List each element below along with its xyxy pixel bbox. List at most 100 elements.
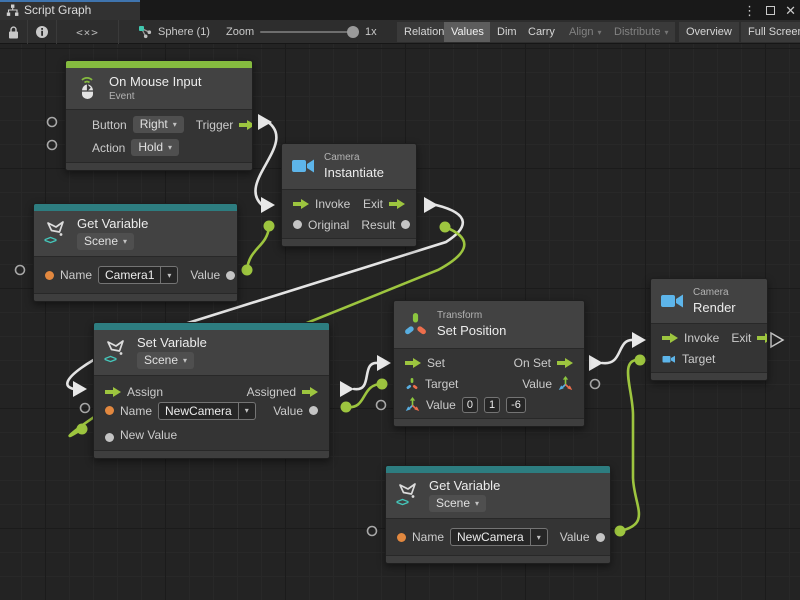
node-footer <box>66 162 252 170</box>
action-row: Action Hold ▾ <box>66 136 252 159</box>
invoke-label: Invoke <box>315 196 351 211</box>
variable-icon: <> <box>102 339 129 366</box>
target-label: Target <box>425 376 459 391</box>
chevron-down-icon[interactable]: ▾ <box>238 401 256 420</box>
value-port[interactable] <box>309 406 318 415</box>
flow-arrow-icon[interactable] <box>662 332 678 343</box>
flow-arrow-icon[interactable] <box>757 332 767 343</box>
string-port[interactable] <box>105 406 114 415</box>
button-dropdown[interactable]: Right ▾ <box>132 116 184 133</box>
chevron-down-icon: ▾ <box>664 27 669 37</box>
svg-text:<>: <> <box>104 352 117 366</box>
node-title: Set Variable <box>137 335 207 350</box>
svg-text:<>: <> <box>44 233 57 247</box>
variable-name-field[interactable]: Camera1 ▾ <box>98 266 179 284</box>
graph-tab-icon <box>6 4 19 16</box>
overview-button[interactable]: Overview <box>679 22 739 42</box>
mouse-icon <box>74 75 101 102</box>
node-get-variable-camera1[interactable]: <> Get Variable Scene ▾ Name Camera1 ▾ Va… <box>33 203 238 302</box>
variable-name-field[interactable]: NewCamera ▾ <box>450 528 548 546</box>
node-transform-set-position[interactable]: Transform Set Position Set On Set <box>393 300 585 427</box>
chevron-down-icon: ▾ <box>172 119 177 129</box>
flow-arrow-icon[interactable] <box>302 386 318 397</box>
chevron-down-icon[interactable]: ▾ <box>530 528 548 546</box>
variable-icon: <> <box>42 220 69 247</box>
graph-pointer-icon <box>139 26 152 39</box>
svg-text:<>: <> <box>396 495 409 509</box>
distribute-button[interactable]: Distribute ▾ <box>607 22 676 42</box>
node-footer <box>34 293 237 301</box>
node-set-variable[interactable]: <> Set Variable Scene ▾ Assign Assigned <box>93 322 330 459</box>
name-label: Name <box>412 530 445 544</box>
vector-x-field[interactable]: 0 <box>461 396 478 413</box>
window-maximize-icon[interactable] <box>766 5 776 15</box>
relations-button[interactable]: Relations <box>397 22 457 42</box>
vector3-icon[interactable] <box>405 397 420 412</box>
flow-arrow-icon[interactable] <box>293 198 309 209</box>
value-port[interactable] <box>293 220 302 229</box>
node-get-variable-newcamera[interactable]: <> Get Variable Scene ▾ Name NewCamera ▾ … <box>385 465 611 564</box>
align-button[interactable]: Align ▾ <box>562 22 609 42</box>
chevron-down-icon: ▾ <box>597 27 602 37</box>
value-out-label: Value <box>522 376 552 391</box>
action-dropdown[interactable]: Hold ▾ <box>131 139 180 156</box>
zoom-label: Zoom <box>226 26 255 38</box>
chevron-down-icon[interactable]: ▾ <box>161 266 179 284</box>
vector3-icon[interactable] <box>558 376 573 391</box>
name-label: Name <box>60 268 93 282</box>
target-label: Target <box>682 351 716 366</box>
graph-context-button[interactable]: Sphere (1) <box>135 20 213 44</box>
lock-button[interactable] <box>0 20 28 44</box>
chevron-down-icon: ▾ <box>168 142 173 152</box>
chevron-down-icon: ▾ <box>183 355 188 365</box>
onset-label: On Set <box>513 355 551 370</box>
dim-button[interactable]: Dim <box>490 22 524 42</box>
zoom-slider-handle[interactable] <box>347 26 359 38</box>
camera-mini-icon[interactable] <box>662 352 676 366</box>
variable-name-field[interactable]: NewCamera ▾ <box>158 401 256 420</box>
flow-arrow-icon[interactable] <box>105 386 121 397</box>
values-button[interactable]: Values <box>444 22 491 42</box>
value-port[interactable] <box>105 433 114 442</box>
transform-mini-icon[interactable] <box>405 377 419 391</box>
value-port[interactable] <box>401 220 411 229</box>
tab-script-graph[interactable]: Script Graph <box>0 0 140 20</box>
flow-arrow-icon[interactable] <box>557 357 573 368</box>
event-accent-bar <box>66 61 252 68</box>
fullscreen-button[interactable]: Full Screen <box>741 22 800 42</box>
variable-kind-dropdown[interactable]: Scene ▾ <box>429 495 487 512</box>
variable-kind-dropdown[interactable]: Scene ▾ <box>137 352 195 369</box>
flow-arrow-icon[interactable] <box>389 198 405 209</box>
node-on-mouse-input[interactable]: On Mouse Input Event Button Right ▾ Trigg… <box>65 60 253 171</box>
carry-button[interactable]: Carry <box>521 22 562 42</box>
vector-y-field[interactable]: 1 <box>483 396 501 413</box>
flow-arrow-icon[interactable] <box>405 357 421 368</box>
value-label: Value <box>190 268 221 282</box>
target-row: Target <box>651 348 767 369</box>
value-port[interactable] <box>595 532 605 542</box>
value-port[interactable] <box>226 270 236 280</box>
node-subtitle: Event <box>109 91 135 102</box>
window-close-icon[interactable]: ✕ <box>785 2 796 18</box>
trigger-label: Trigger <box>195 117 234 132</box>
node-footer <box>386 555 610 563</box>
node-title: Get Variable <box>77 216 149 231</box>
set-onset-row: Set On Set <box>394 352 584 373</box>
node-footer <box>651 372 767 380</box>
node-footer <box>282 238 416 246</box>
vector-z-field[interactable]: -6 <box>506 396 526 413</box>
flow-arrow-icon[interactable] <box>239 119 252 130</box>
string-port[interactable] <box>397 532 406 542</box>
window-menu-icon[interactable]: ⋮ <box>743 2 757 18</box>
original-label: Original <box>308 217 350 232</box>
set-label: Set <box>427 355 446 370</box>
zoom-slider-track[interactable] <box>260 31 355 33</box>
string-port[interactable] <box>45 270 54 280</box>
node-camera-render[interactable]: Camera Render Invoke Exit <box>650 278 768 381</box>
assign-label: Assign <box>127 384 164 399</box>
code-view-button[interactable]: <×> <box>57 20 119 44</box>
node-camera-instantiate[interactable]: Camera Instantiate Invoke Exit Original <box>281 143 417 247</box>
variable-kind-dropdown[interactable]: Scene ▾ <box>77 233 135 250</box>
info-button[interactable] <box>28 20 57 44</box>
